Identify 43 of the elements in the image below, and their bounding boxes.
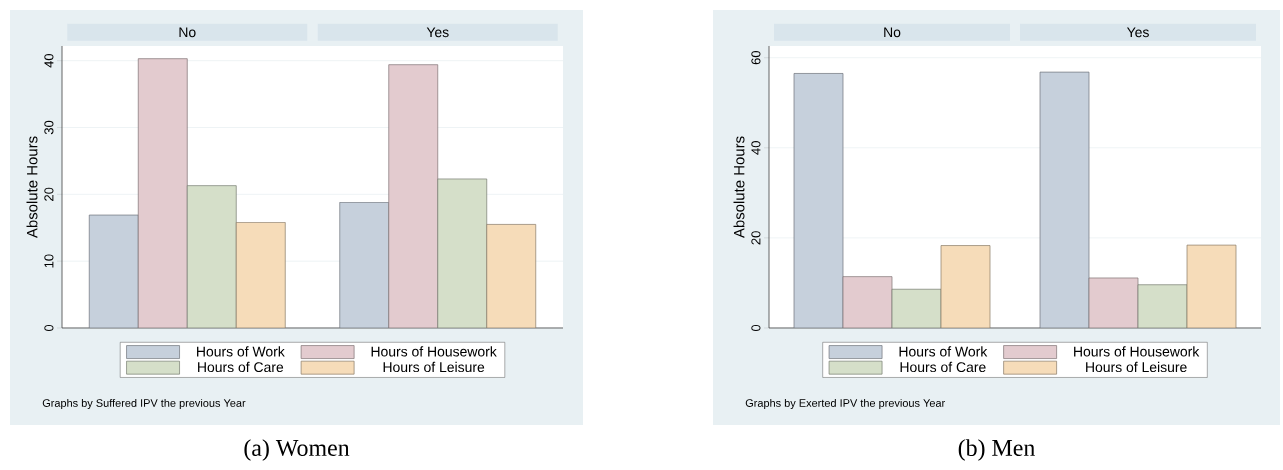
legend-label: Hours of Work xyxy=(899,346,988,357)
y-tick-label: 0 xyxy=(44,324,54,332)
y-axis-title: Absolute Hours xyxy=(26,136,38,239)
legend-label: Hours of Care xyxy=(900,361,986,373)
text: Graphs by Suffered IPV the previous Year xyxy=(42,398,246,410)
bar xyxy=(88,214,139,328)
x-tick-label: Yes xyxy=(426,27,449,38)
x-tick-label: No xyxy=(179,27,196,38)
bar xyxy=(1088,277,1139,328)
legend-label: Hours of Work xyxy=(197,346,285,357)
y-tick-label: 20 xyxy=(44,187,54,201)
y-tick-label: 30 xyxy=(44,120,54,135)
x-tick-label: No xyxy=(884,27,901,38)
legend-label: Hours of Housework xyxy=(1074,346,1200,357)
bar xyxy=(437,178,488,328)
bar xyxy=(793,73,844,328)
bar xyxy=(891,288,942,328)
x-tick-label: Yes xyxy=(1126,27,1149,38)
bar xyxy=(388,64,439,328)
y-tick-label: 10 xyxy=(44,254,54,268)
bar xyxy=(1137,284,1188,328)
y-axis-title: Absolute Hours xyxy=(733,136,745,239)
y-tick-label: 40 xyxy=(44,53,54,68)
bar xyxy=(486,224,537,328)
y-tick-label: 60 xyxy=(751,51,761,65)
bar xyxy=(137,58,188,328)
bar xyxy=(842,276,893,328)
bar xyxy=(235,222,286,328)
bar xyxy=(1186,244,1237,328)
text: (a) Women xyxy=(244,439,350,461)
legend-label: Hours of Care xyxy=(198,361,284,373)
y-tick-label: 40 xyxy=(751,141,761,155)
text: Graphs by Exerted IPV the previous Year xyxy=(745,398,946,410)
bar xyxy=(1039,71,1090,328)
legend-label: Hours of Housework xyxy=(371,346,497,357)
y-tick-label: 20 xyxy=(751,231,761,245)
bar xyxy=(940,245,991,328)
legend-label: Hours of Leisure xyxy=(1086,361,1187,373)
bar xyxy=(186,185,237,328)
text: (b) Men xyxy=(958,439,1035,461)
y-tick-label: 0 xyxy=(751,324,761,332)
legend-label: Hours of Leisure xyxy=(383,361,485,373)
bar xyxy=(339,202,390,328)
